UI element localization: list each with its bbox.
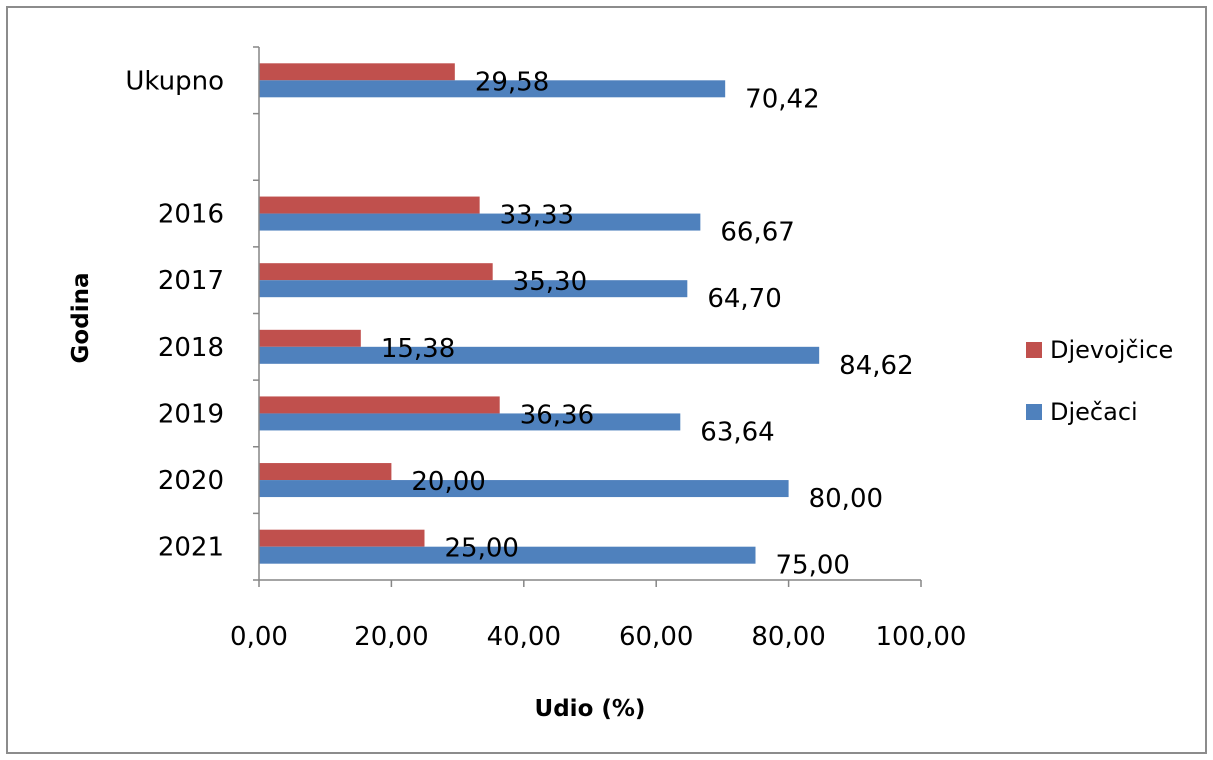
x-tick-label: 80,00 [751,622,825,652]
bar [259,463,392,481]
data-label: 33,33 [500,201,574,231]
bar [259,329,361,347]
y-tick-label: 2019 [158,399,224,429]
bar [259,80,726,98]
y-tick-label: 2017 [158,266,224,296]
legend-label: Djevojčice [1050,336,1173,364]
y-tick-label: 2021 [158,533,224,563]
x-tick-label: 100,00 [876,622,967,652]
data-label: 29,58 [475,67,549,97]
data-label: 75,00 [776,551,850,581]
y-tick-label: 2016 [158,200,224,230]
x-tick-label: 60,00 [619,622,693,652]
bar [259,263,493,281]
data-label: 80,00 [809,484,883,514]
data-label: 25,00 [445,534,519,564]
data-label: 63,64 [700,417,774,447]
bar [259,280,688,298]
legend-swatch [1026,404,1042,420]
chart-frame [6,6,1207,754]
x-tick-label: 0,00 [230,622,288,652]
y-axis-title: Godina [68,273,94,364]
data-label: 15,38 [381,334,455,364]
x-tick-label: 40,00 [487,622,561,652]
legend-label: Dječaci [1050,398,1138,426]
legend: Djevojčice Dječaci [1026,336,1173,426]
x-tick-label: 20,00 [354,622,428,652]
bar [259,413,681,431]
data-label: 64,70 [707,284,781,314]
data-label: 84,62 [839,351,913,381]
data-label: 36,36 [520,400,594,430]
bar [259,396,500,414]
bar [259,480,789,498]
bar [259,196,480,214]
data-label: 66,67 [720,218,794,248]
bar [259,346,820,364]
legend-swatch [1026,342,1042,358]
bar [259,63,455,81]
data-label: 20,00 [411,467,485,497]
axes-group: Ukupno 2016 2017 2018 2019 2020 2021 0,00 20,00 4… [125,46,967,652]
data-labels-group: 29,58 70,42 33,33 66,67 35,30 64,70 15,38 84,62… [381,67,914,580]
y-tick-label: 2020 [158,466,224,496]
y-tick-label: Ukupno [125,66,224,96]
x-axis-title: Udio (%) [535,696,646,722]
data-label: 35,30 [513,267,587,297]
bars-group [259,63,820,564]
data-label: 70,42 [745,84,819,114]
bar [259,546,756,564]
y-tick-label: 2018 [158,333,224,363]
bar [259,213,701,231]
bar [259,529,425,547]
